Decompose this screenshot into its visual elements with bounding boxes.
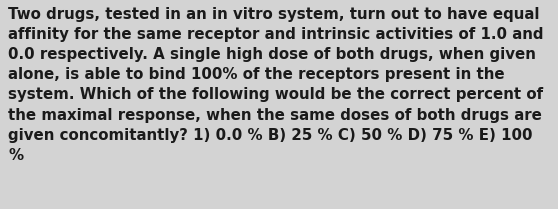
Text: Two drugs, tested in an in vitro system, turn out to have equal
affinity for the: Two drugs, tested in an in vitro system,… (8, 7, 544, 163)
